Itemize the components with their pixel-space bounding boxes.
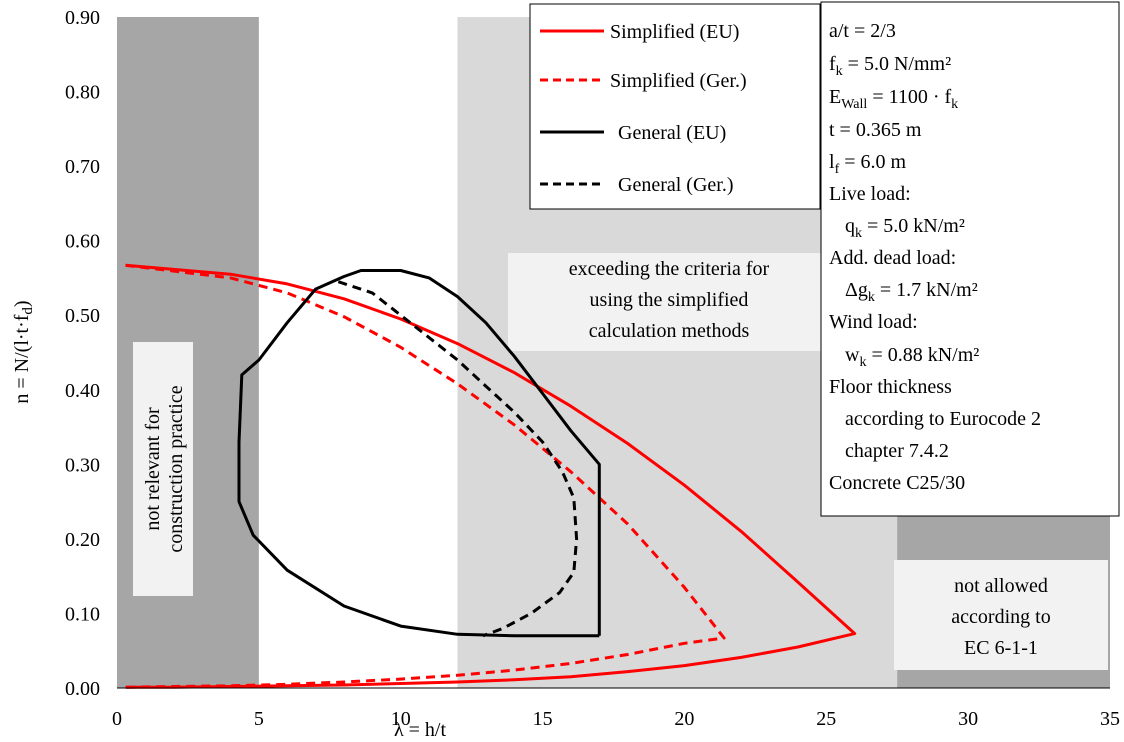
region-right-label-line1: not allowed bbox=[954, 575, 1048, 597]
y-tick-label: 0.10 bbox=[65, 603, 100, 625]
param-dgk-val: = 1.7 kN/m² bbox=[875, 279, 978, 301]
y-tick-label: 0.60 bbox=[65, 231, 100, 253]
region-left-label-line2: construction practice bbox=[165, 385, 187, 552]
y-tick-label: 0.40 bbox=[65, 380, 100, 402]
param-dgk-main: Δg bbox=[845, 279, 868, 301]
param-qk: qk = 5.0 kN/m² bbox=[845, 215, 965, 241]
series-general-eu bbox=[237, 269, 601, 638]
param-lf-main: l bbox=[829, 151, 835, 173]
y-tick-label: 0.30 bbox=[65, 454, 100, 476]
x-tick-label: 20 bbox=[674, 708, 694, 730]
param-concrete: Concrete C25/30 bbox=[829, 472, 965, 494]
param-floor-line3: chapter 7.4.2 bbox=[845, 440, 949, 462]
param-wk: wk = 0.88 kN/m² bbox=[845, 344, 979, 370]
param-add-dead-load: Add. dead load: bbox=[829, 247, 956, 269]
x-tick-label: 5 bbox=[254, 708, 264, 730]
param-t: t = 0.365 m bbox=[829, 119, 922, 141]
param-fk-val: = 5.0 N/mm² bbox=[843, 53, 951, 75]
region-right-label-line2: according to bbox=[951, 606, 1050, 628]
legend: Simplified (EU) Simplified (Ger.) Genera… bbox=[529, 3, 821, 210]
param-at: a/t = 2/3 bbox=[829, 20, 896, 42]
parameter-box: a/t = 2/3 fk = 5.0 N/mm² EWall = 1100 · … bbox=[820, 1, 1120, 517]
series-lines bbox=[125, 263, 857, 689]
param-fk-main: f bbox=[829, 53, 836, 75]
param-fk: fk = 5.0 N/mm² bbox=[829, 53, 951, 79]
y-axis-title-main: n = N/(l·t·f bbox=[11, 314, 33, 403]
region-mid-label-bg bbox=[508, 253, 835, 351]
param-live-load: Live load: bbox=[829, 183, 911, 205]
legend-label-general-ger: General (Ger.) bbox=[618, 174, 734, 196]
y-tick-label: 0.70 bbox=[65, 156, 100, 178]
param-qk-sub: k bbox=[855, 226, 862, 241]
y-tick-label: 0.50 bbox=[65, 305, 100, 327]
y-tick-label: 0.20 bbox=[65, 529, 100, 551]
param-ewall-sub: Wall bbox=[841, 97, 867, 112]
param-lf: lf = 6.0 m bbox=[829, 151, 907, 177]
x-axis-title: λ = h/t bbox=[394, 719, 447, 741]
series-simplified-eu bbox=[125, 263, 857, 689]
region-right-label-bg bbox=[894, 560, 1108, 670]
series-simplified-ger bbox=[125, 263, 726, 689]
y-axis-title-close: ) bbox=[11, 300, 33, 307]
param-qk-main: q bbox=[845, 215, 855, 237]
region-mid-label-line1: exceeding the criteria for bbox=[569, 258, 770, 280]
param-ewall-val: = 1100 · f bbox=[867, 86, 951, 108]
param-floor-line1: Floor thickness bbox=[829, 376, 952, 398]
x-tick-label: 35 bbox=[1100, 708, 1120, 730]
x-tick-label: 30 bbox=[958, 708, 978, 730]
legend-box bbox=[529, 3, 821, 210]
series-general-ger bbox=[337, 280, 579, 638]
y-tick-label: 0.80 bbox=[65, 82, 100, 104]
x-tick-labels: 0 5 10 15 20 25 30 35 bbox=[112, 708, 1120, 730]
y-tick-labels: 0.00 0.10 0.20 0.30 0.40 0.50 0.60 0.70 0.80 0.90 bbox=[65, 7, 100, 700]
y-axis-title-sub: d bbox=[20, 307, 36, 315]
legend-label-simplified-ger: Simplified (Ger.) bbox=[610, 70, 747, 92]
region-right-label-line3: EC 6-1-1 bbox=[964, 637, 1038, 659]
param-ewall: EWall = 1100 · fk bbox=[829, 86, 958, 112]
param-lf-val: = 6.0 m bbox=[839, 151, 906, 173]
y-tick-label: 0.00 bbox=[65, 678, 100, 700]
region-mid-label-line2: using the simplified bbox=[590, 289, 749, 311]
region-mid-label-line3: calculation methods bbox=[589, 320, 750, 342]
legend-label-general-eu: General (EU) bbox=[618, 122, 726, 144]
param-wk-main: w bbox=[845, 344, 860, 366]
x-tick-label: 10 bbox=[391, 708, 411, 730]
parameter-box-frame bbox=[820, 1, 1120, 517]
param-wk-sub: k bbox=[859, 355, 866, 370]
x-tick-label: 15 bbox=[533, 708, 553, 730]
param-floor-line2: according to Eurocode 2 bbox=[845, 408, 1041, 430]
x-tick-label: 0 bbox=[112, 708, 122, 730]
param-qk-val: = 5.0 kN/m² bbox=[862, 215, 965, 237]
region-left-label-line1: not relevant for bbox=[142, 407, 164, 531]
param-ewall-main: E bbox=[829, 86, 841, 108]
region-labels: not relevant for construction practice e… bbox=[133, 253, 1108, 670]
legend-label-simplified-eu: Simplified (EU) bbox=[610, 21, 739, 43]
param-fk-sub: k bbox=[836, 64, 843, 79]
param-wind-load: Wind load: bbox=[829, 311, 918, 333]
y-tick-label: 0.90 bbox=[65, 7, 100, 29]
param-wk-val: = 0.88 kN/m² bbox=[866, 344, 979, 366]
param-lf-sub: f bbox=[835, 162, 840, 177]
param-ewall-sub2: k bbox=[951, 97, 958, 112]
region-left-label-bg bbox=[133, 342, 193, 596]
x-tick-label: 25 bbox=[816, 708, 836, 730]
param-dgk: Δgk = 1.7 kN/m² bbox=[845, 279, 978, 305]
y-axis-title: n = N/(l·t·fd) bbox=[11, 300, 36, 403]
param-dgk-sub: k bbox=[868, 290, 875, 305]
